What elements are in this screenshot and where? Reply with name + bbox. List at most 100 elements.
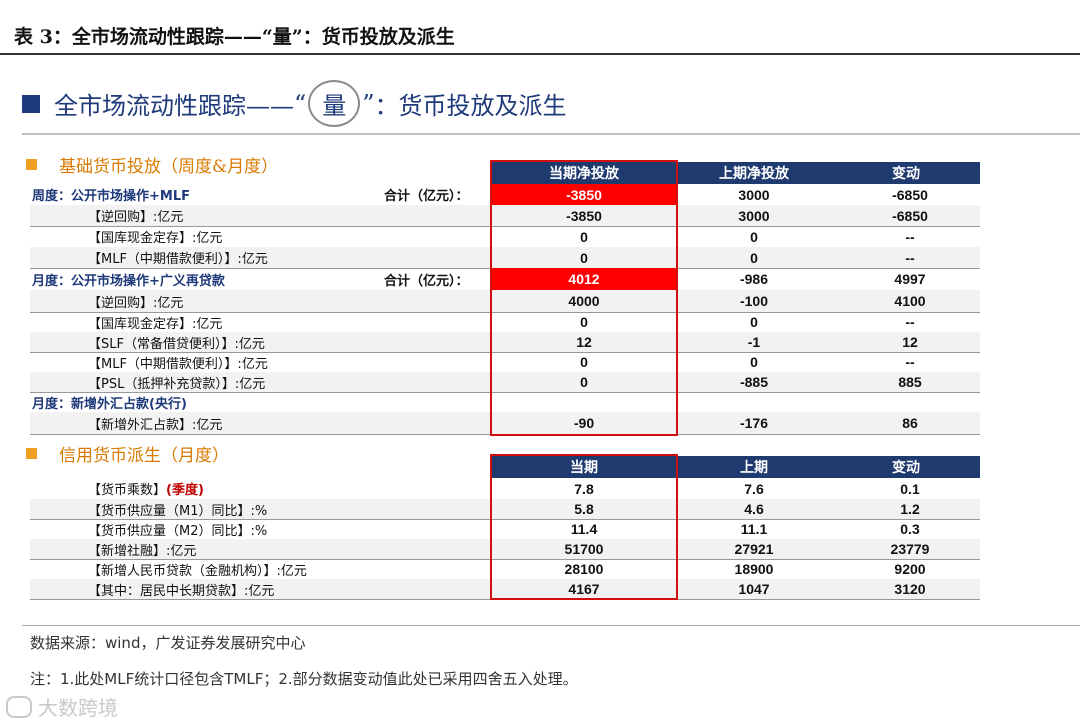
current-value: 28100 — [564, 561, 604, 577]
row-label: 【新增社融】:亿元 — [88, 539, 196, 559]
previous-value: -1 — [747, 334, 761, 350]
row-label: 【国库现金定存】:亿元 — [88, 226, 222, 247]
current-value: 0 — [580, 228, 588, 245]
table-row: 【货币供应量（M1）同比】:% 5.8 4.6 1.2 — [30, 499, 980, 520]
panel-title-quote-open: “ — [294, 89, 307, 118]
row-label: 【MLF（中期借款便利）】:亿元 — [88, 247, 268, 268]
change-value: 4997 — [894, 271, 926, 287]
s1-header-previous: 上期净投放 — [676, 162, 832, 184]
table-row: 【国库现金定存】:亿元 0 0 -- — [30, 312, 980, 333]
row-label-text: 周度：公开市场操作+MLF — [32, 189, 190, 204]
page-title: 表 3：全市场流动性跟踪——“量”：货币投放及派生 — [14, 26, 455, 48]
previous-value: 3000 — [738, 186, 770, 203]
row-label: 周度：公开市场操作+MLF — [32, 184, 190, 205]
change-value: -- — [905, 314, 915, 330]
s2-header-previous: 上期 — [676, 456, 832, 478]
change-value: -- — [905, 354, 915, 370]
table-row: 【SLF（常备借贷便利）】:亿元 12 -1 12 — [30, 332, 980, 353]
section2-heading: 信用货币派生（月度） — [26, 441, 229, 466]
watermark-text: 大数跨境 — [38, 696, 118, 720]
row-label-text: 月度：新增外汇占款(央行) — [32, 396, 187, 412]
change-value: 9200 — [894, 561, 926, 577]
change-value: 885 — [898, 374, 922, 390]
row-label: 【新增人民币贷款（金融机构）】:亿元 — [88, 559, 307, 579]
table-row: 周度：公开市场操作+MLF 合计（亿元）： -3850 3000 -6850 — [30, 184, 980, 206]
change-value — [832, 392, 988, 412]
table-row: 【货币乘数】 (季度) 7.8 7.6 0.1 — [30, 478, 980, 500]
change-value: 12 — [902, 334, 918, 350]
table-row: 【新增人民币贷款（金融机构）】:亿元 28100 18900 9200 — [30, 559, 980, 580]
row-label-text: 【逆回购】:亿元 — [88, 210, 184, 225]
row-label-text: 【国库现金定存】:亿元 — [88, 316, 223, 332]
current-value: 0 — [580, 314, 588, 330]
row-total-label: 合计（亿元）： — [384, 273, 469, 289]
row-label: 【SLF（常备借贷便利）】:亿元 — [88, 332, 265, 352]
panel-title-quote-close: ” — [362, 89, 375, 118]
current-value: 7.8 — [574, 480, 594, 497]
row-label-text: 【MLF（中期借款便利）】:亿元 — [88, 252, 268, 267]
current-value: 0 — [580, 354, 588, 370]
previous-value: -885 — [739, 374, 769, 390]
table-row: 【逆回购】:亿元 4000 -100 4100 — [30, 290, 980, 313]
change-value: -6850 — [892, 207, 928, 224]
previous-value: 4.6 — [744, 501, 764, 517]
table-row: 【其中：居民中长期贷款】:亿元 4167 1047 3120 — [30, 579, 980, 600]
previous-value: 11.1 — [740, 521, 768, 537]
table-row: 【货币供应量（M2）同比】:% 11.4 11.1 0.3 — [30, 519, 980, 540]
row-label: 【逆回购】:亿元 — [88, 205, 183, 226]
current-value: 51700 — [564, 541, 604, 557]
change-value: -6850 — [892, 186, 928, 203]
title-divider — [0, 53, 1080, 55]
footnote: 注：1.此处MLF统计口径包含TMLF；2.部分数据变动值此处已采用四舍五入处理… — [30, 670, 578, 688]
row-label: 月度：公开市场操作+广义再贷款 — [32, 268, 225, 290]
panel-title-prefix: 全市场流动性跟踪—— — [54, 92, 294, 120]
watermark-logo-icon — [6, 695, 32, 718]
panel-title: 全市场流动性跟踪—— “ 量 ” ：货币投放及派生 — [22, 80, 567, 127]
table-row: 【MLF（中期借款便利）】:亿元 0 0 -- — [30, 352, 980, 373]
row-label: 【国库现金定存】:亿元 — [88, 312, 222, 332]
current-value: 4012 — [492, 268, 676, 290]
s1-header-current: 当期净投放 — [492, 162, 676, 184]
row-label-text: 【国库现金定存】:亿元 — [88, 231, 223, 246]
table-row: 【新增社融】:亿元 51700 27921 23779 — [30, 539, 980, 560]
row-label: 【新增外汇占款】:亿元 — [88, 412, 222, 434]
change-value: 0.3 — [900, 521, 920, 537]
row-label-text: 【货币乘数】 — [88, 483, 167, 498]
s2-header-change: 变动 — [832, 456, 980, 478]
notes-divider — [22, 625, 1080, 626]
change-value: 0.1 — [900, 480, 920, 497]
row-label: 【逆回购】:亿元 — [88, 290, 183, 312]
orange-bullet-icon — [26, 448, 37, 459]
previous-value: 7.6 — [744, 480, 764, 497]
current-value: -3850 — [566, 207, 602, 224]
previous-value — [676, 392, 832, 412]
row-label-text: 【货币供应量（M2）同比】:% — [88, 523, 268, 539]
current-value: 12 — [576, 334, 592, 350]
row-label-text: 【其中：居民中长期贷款】:亿元 — [88, 583, 275, 599]
current-value: 4167 — [568, 581, 600, 597]
source-note: 数据来源：wind，广发证券发展研究中心 — [30, 634, 306, 652]
current-value: 0 — [580, 249, 588, 266]
row-label: 【其中：居民中长期贷款】:亿元 — [88, 579, 274, 599]
previous-value: 0 — [750, 314, 758, 330]
row-label: 【货币供应量（M1）同比】:% — [88, 499, 267, 519]
row-label-qualifier: (季度) — [166, 483, 204, 498]
current-value: 0 — [580, 374, 588, 390]
row-label: 【PSL（抵押补充贷款）】:亿元 — [88, 372, 265, 392]
watermark: 大数跨境 — [6, 692, 118, 721]
panel-title-circled-word: 量 — [308, 80, 361, 127]
panel-title-suffix: ：货币投放及派生 — [374, 92, 567, 120]
previous-value: 27921 — [734, 541, 774, 557]
row-label-text: 【货币供应量（M1）同比】:% — [88, 503, 268, 519]
table-row: 【PSL（抵押补充贷款）】:亿元 0 -885 885 — [30, 372, 980, 393]
change-value: 4100 — [894, 293, 926, 309]
row-label-text: 月度：公开市场操作+广义再贷款 — [32, 273, 225, 289]
previous-value: 0 — [750, 354, 758, 370]
row-label: 【MLF（中期借款便利）】:亿元 — [88, 352, 268, 372]
previous-value: 0 — [750, 249, 758, 266]
square-bullet-icon — [22, 94, 40, 113]
row-label: 月度：新增外汇占款(央行) — [32, 392, 187, 412]
s1-header-change: 变动 — [832, 162, 980, 184]
previous-value: 3000 — [738, 207, 770, 224]
section2-title: 信用货币派生（月度） — [59, 446, 229, 466]
